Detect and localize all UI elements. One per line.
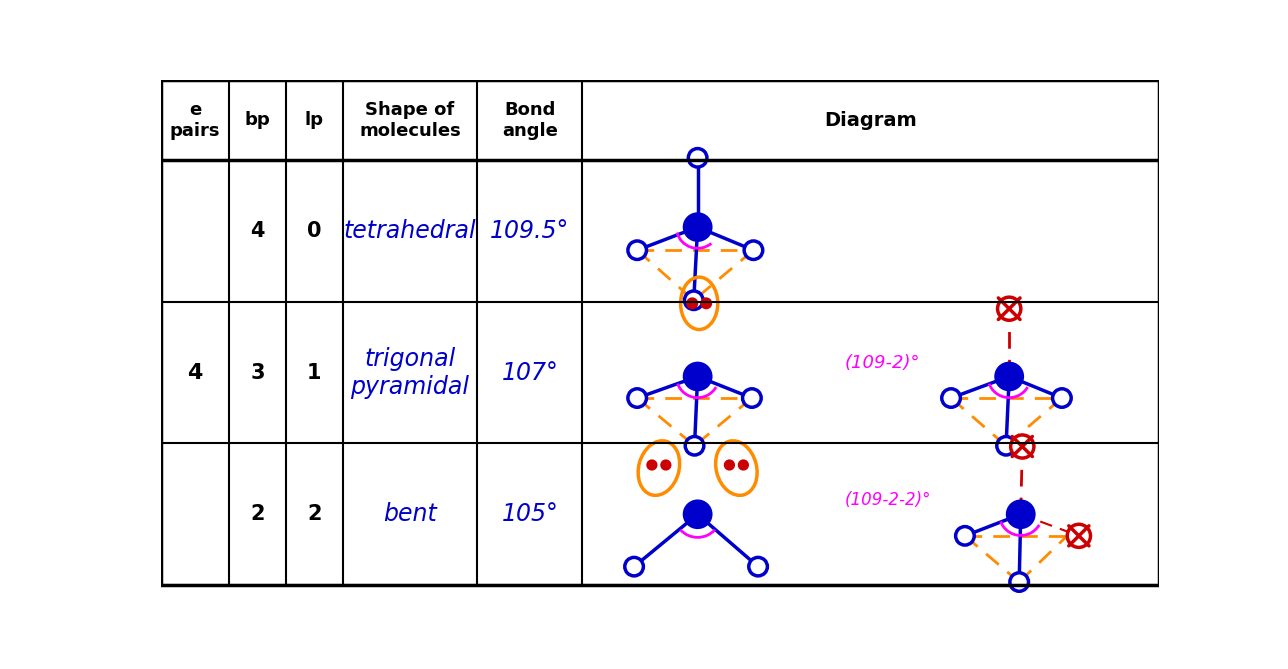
Circle shape: [684, 363, 711, 389]
Circle shape: [684, 214, 711, 240]
Text: 2: 2: [250, 504, 264, 524]
Text: Bond
angle: Bond angle: [502, 101, 558, 140]
Circle shape: [998, 297, 1021, 320]
Circle shape: [748, 557, 768, 576]
Circle shape: [997, 437, 1015, 455]
Circle shape: [688, 299, 697, 308]
Text: lp: lp: [305, 111, 323, 129]
Circle shape: [702, 299, 711, 308]
Circle shape: [662, 461, 670, 469]
Text: bent: bent: [383, 502, 437, 527]
Circle shape: [1010, 573, 1029, 591]
Circle shape: [743, 389, 761, 407]
Circle shape: [625, 557, 644, 576]
Text: 105°: 105°: [501, 502, 558, 527]
Text: 2: 2: [307, 504, 322, 524]
Text: e
pairs: e pairs: [170, 101, 220, 140]
Text: 1: 1: [307, 363, 322, 383]
Text: Shape of
molecules: Shape of molecules: [359, 101, 461, 140]
Circle shape: [627, 389, 647, 407]
Circle shape: [685, 437, 703, 455]
Circle shape: [1011, 435, 1034, 458]
Text: 4: 4: [250, 221, 264, 241]
Circle shape: [684, 291, 703, 310]
Circle shape: [942, 389, 961, 407]
Text: 0: 0: [307, 221, 322, 241]
Circle shape: [744, 241, 762, 260]
Circle shape: [1007, 501, 1034, 527]
Circle shape: [739, 461, 747, 469]
Text: 3: 3: [250, 363, 264, 383]
Circle shape: [648, 461, 656, 469]
Circle shape: [956, 527, 974, 545]
Text: (109-2-2)°: (109-2-2)°: [845, 492, 931, 509]
Text: 107°: 107°: [501, 361, 558, 385]
Circle shape: [627, 241, 647, 260]
Circle shape: [1068, 524, 1091, 547]
Text: 4: 4: [187, 363, 202, 383]
Circle shape: [1052, 389, 1072, 407]
Text: (109-2)°: (109-2)°: [845, 355, 920, 373]
Circle shape: [684, 501, 711, 527]
Text: bp: bp: [245, 111, 270, 129]
Text: Diagram: Diagram: [824, 110, 917, 130]
Circle shape: [996, 363, 1023, 389]
Circle shape: [725, 461, 733, 469]
Circle shape: [688, 149, 707, 167]
Text: 109.5°: 109.5°: [491, 219, 569, 243]
Text: tetrahedral: tetrahedral: [344, 219, 477, 243]
Text: trigonal
pyramidal: trigonal pyramidal: [350, 347, 470, 399]
